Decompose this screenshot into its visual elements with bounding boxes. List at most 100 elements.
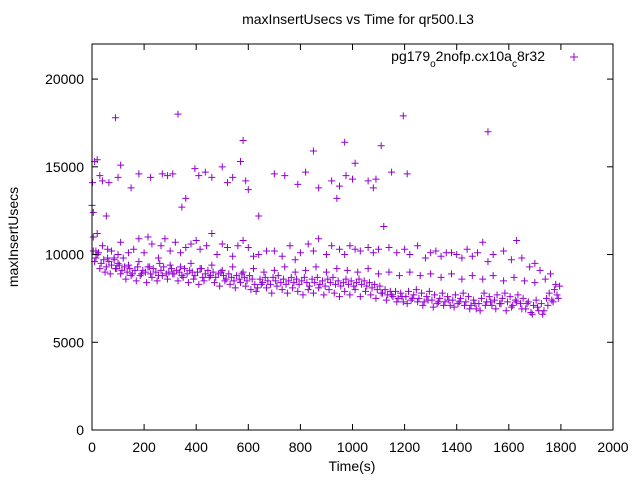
data-point <box>492 305 500 313</box>
data-point <box>283 289 291 297</box>
data-point <box>335 182 343 190</box>
x-tick-label: 1600 <box>493 439 524 455</box>
data-point <box>493 291 501 299</box>
data-point <box>498 294 506 302</box>
data-point <box>236 279 244 287</box>
data-point <box>161 235 169 243</box>
data-point <box>447 249 455 257</box>
data-point <box>195 172 203 180</box>
data-point <box>489 251 497 259</box>
data-point <box>382 296 390 304</box>
data-point <box>319 277 327 285</box>
x-tick-label: 2000 <box>597 439 628 455</box>
data-point <box>236 158 244 166</box>
data-point <box>153 277 161 285</box>
data-point <box>244 186 252 194</box>
data-point <box>111 114 119 122</box>
data-point <box>388 168 396 176</box>
data-point <box>242 177 250 185</box>
data-point <box>531 259 539 267</box>
data-point <box>304 240 312 248</box>
data-point <box>273 282 281 290</box>
data-point <box>156 259 164 267</box>
data-point <box>126 265 134 273</box>
data-point <box>440 301 448 309</box>
data-point <box>192 237 200 245</box>
data-point <box>403 300 411 308</box>
data-point <box>333 194 341 202</box>
data-point <box>364 177 372 185</box>
data-point <box>462 298 470 306</box>
data-point <box>356 293 364 301</box>
data-point <box>210 279 218 287</box>
data-point <box>351 245 359 253</box>
data-point <box>299 291 307 299</box>
data-point <box>337 282 345 290</box>
data-point <box>500 247 508 255</box>
data-point <box>354 268 362 276</box>
data-point <box>427 249 435 257</box>
data-point <box>362 287 370 295</box>
data-point <box>244 244 252 252</box>
data-point <box>480 289 488 297</box>
data-point <box>451 291 459 299</box>
data-point <box>416 272 424 280</box>
data-point <box>179 273 187 281</box>
data-point <box>481 301 489 309</box>
data-point <box>543 294 551 302</box>
data-point <box>124 261 132 269</box>
data-point <box>194 268 202 276</box>
data-point <box>537 300 545 308</box>
data-point <box>208 261 216 269</box>
data-point <box>324 275 332 283</box>
data-point <box>266 280 274 288</box>
data-point <box>213 251 221 259</box>
data-point <box>251 280 259 288</box>
data-point <box>98 177 106 185</box>
data-point <box>398 293 406 301</box>
data-point <box>270 170 278 178</box>
data-point <box>399 298 407 306</box>
data-point <box>526 263 534 271</box>
data-point <box>208 173 216 181</box>
data-point <box>102 263 110 271</box>
data-point <box>423 293 431 301</box>
data-point <box>199 273 207 281</box>
data-point <box>242 282 250 290</box>
data-point <box>104 245 112 253</box>
chart-title: maxInsertUsecs vs Time for qr500.L3 <box>242 11 474 27</box>
data-point <box>263 284 271 292</box>
data-point <box>541 275 549 283</box>
data-point <box>190 275 198 283</box>
data-point <box>415 294 423 302</box>
data-point <box>135 235 143 243</box>
data-point <box>343 266 351 274</box>
data-point <box>520 277 528 285</box>
data-point <box>334 277 342 285</box>
data-point <box>385 268 393 276</box>
data-point <box>105 258 113 266</box>
data-point <box>437 273 445 281</box>
data-point <box>122 275 130 283</box>
data-point <box>312 263 320 271</box>
data-point <box>143 279 151 287</box>
data-point <box>201 270 209 278</box>
data-point <box>257 280 265 288</box>
data-point <box>174 110 182 118</box>
data-point <box>303 279 311 287</box>
data-points <box>88 110 564 318</box>
data-point <box>104 254 112 262</box>
data-point <box>298 277 306 285</box>
data-point <box>325 286 333 294</box>
data-point <box>351 159 359 167</box>
data-point <box>137 270 145 278</box>
x-tick-label: 1200 <box>389 439 420 455</box>
x-tick-label: 1000 <box>337 439 368 455</box>
data-point <box>218 266 226 274</box>
data-point <box>239 268 247 276</box>
data-point <box>182 194 190 202</box>
data-point <box>497 300 505 308</box>
x-tick-label: 1800 <box>545 439 576 455</box>
data-point <box>127 184 135 192</box>
data-point <box>345 280 353 288</box>
